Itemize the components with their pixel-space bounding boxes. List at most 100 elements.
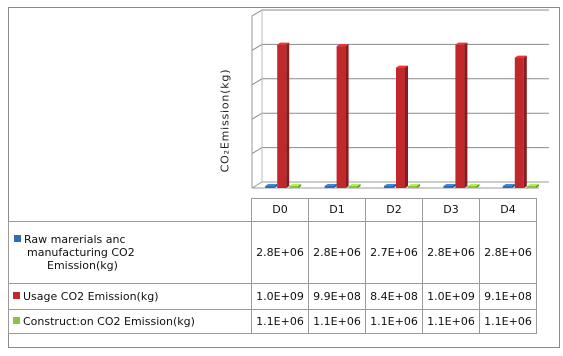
y-axis-label-text: CO₂Emission(kg): [218, 68, 232, 172]
bar-top: [348, 184, 361, 186]
data-label: 1.1E+06: [365, 308, 423, 334]
data-label: 8.4E+08: [365, 282, 423, 310]
bar-D2-s2: [408, 184, 420, 188]
bar-side: [511, 184, 515, 188]
bar-front: [324, 186, 334, 188]
plot-walls: [251, 9, 549, 189]
table-row: Construct:on CO2 Emission(kg) 1.1E+06 1.…: [8, 308, 537, 334]
category-label: D4: [479, 198, 537, 222]
bar-D2-s0: [384, 184, 396, 188]
bar-side: [452, 184, 456, 188]
data-table: D0 D1 D2 D3 D4 Raw marerials anc manufac…: [8, 198, 537, 334]
bar-front: [526, 186, 536, 188]
data-label: 1.1E+06: [479, 308, 537, 334]
data-label: 2.8E+06: [479, 220, 537, 284]
side-wall-edge: [251, 9, 263, 188]
bar-side: [393, 184, 396, 188]
data-label: 1.0E+09: [251, 282, 309, 310]
legend-line: Raw marerials anc: [24, 232, 126, 246]
bar-top: [384, 184, 396, 186]
y-axis-label: CO₂Emission(kg): [214, 40, 236, 200]
bar-front: [408, 186, 417, 188]
table-row: Raw marerials anc manufacturing CO2 Emis…: [8, 220, 537, 284]
legend-line: Usage CO2 Emission(kg): [23, 289, 159, 303]
gridline: [251, 43, 549, 51]
bar-top: [277, 42, 290, 45]
category-label: D3: [422, 198, 480, 222]
bar-front: [455, 44, 465, 188]
data-label: 2.8E+06: [251, 220, 309, 284]
table-row: Usage CO2 Emission(kg) 1.0E+09 9.9E+08 8…: [8, 282, 537, 310]
bar-D2-s1: [396, 65, 408, 188]
bar-front: [502, 186, 512, 188]
legend-entry-raw-materials: Raw marerials anc manufacturing CO2 Emis…: [8, 220, 252, 284]
legend-line: manufacturing CO2: [27, 245, 135, 259]
gridline: [251, 9, 549, 17]
bars: [265, 42, 539, 188]
bar-top: [455, 42, 468, 45]
bar-D1-s0: [324, 184, 337, 188]
bar-front: [289, 186, 299, 188]
bar-front: [265, 186, 275, 188]
data-label: 1.1E+06: [251, 308, 309, 334]
legend-line: Construct:on CO2 Emission(kg): [23, 314, 195, 328]
bar-D1-s2: [348, 184, 361, 188]
bar-D3-s0: [443, 184, 456, 188]
legend-swatch: [13, 291, 20, 299]
bar-D3-s1: [455, 42, 468, 188]
bar-side: [535, 184, 539, 188]
data-label: 1.1E+06: [422, 308, 480, 334]
bar-D3-s2: [467, 184, 480, 188]
data-label: 2.8E+06: [308, 220, 366, 284]
legend-entry-usage: Usage CO2 Emission(kg): [8, 282, 252, 310]
bar-D1-s1: [336, 44, 349, 188]
bar-side: [417, 184, 420, 188]
legend-swatch: [14, 234, 21, 242]
bar-top: [467, 184, 480, 186]
bar-front: [384, 186, 393, 188]
legend-entry-construction: Construct:on CO2 Emission(kg): [8, 308, 252, 334]
bar-front: [443, 186, 453, 188]
bar-front: [514, 57, 524, 188]
legend-swatch: [13, 316, 20, 324]
bar-D4-s0: [502, 184, 515, 188]
bar-D0-s2: [289, 184, 302, 188]
bar-top: [526, 184, 539, 186]
category-label: D2: [365, 198, 423, 222]
bar-side: [357, 184, 361, 188]
data-label: 9.9E+08: [308, 282, 366, 310]
bar-side: [286, 42, 290, 188]
bar-side: [345, 44, 349, 188]
bar-top: [443, 184, 456, 186]
data-label: 2.7E+06: [365, 220, 423, 284]
data-label: 9.1E+08: [479, 282, 537, 310]
legend-line: Emission(kg): [47, 258, 118, 272]
bar-side: [298, 184, 302, 188]
bar-top: [336, 44, 349, 47]
bar-top: [324, 184, 337, 186]
category-label: D0: [251, 198, 309, 222]
bar-top: [408, 184, 420, 186]
bar-front: [348, 186, 358, 188]
bar-D0-s1: [277, 42, 290, 188]
bar-side: [523, 55, 527, 188]
bar-D4-s1: [514, 55, 527, 188]
category-label: D1: [308, 198, 366, 222]
table-corner: [8, 198, 252, 222]
bar-side: [333, 184, 337, 188]
bar-top: [265, 184, 278, 186]
bar-top: [289, 184, 302, 186]
bar-D0-s0: [265, 184, 278, 188]
data-label: 1.1E+06: [308, 308, 366, 334]
bar-side: [405, 65, 408, 188]
bar-side: [476, 184, 480, 188]
bar-front: [396, 67, 405, 188]
table-header-row: D0 D1 D2 D3 D4: [8, 198, 537, 222]
bar-top: [502, 184, 515, 186]
bar-side: [464, 42, 468, 188]
data-label: 2.8E+06: [422, 220, 480, 284]
bar-top: [396, 65, 408, 68]
bar-front: [277, 44, 287, 188]
